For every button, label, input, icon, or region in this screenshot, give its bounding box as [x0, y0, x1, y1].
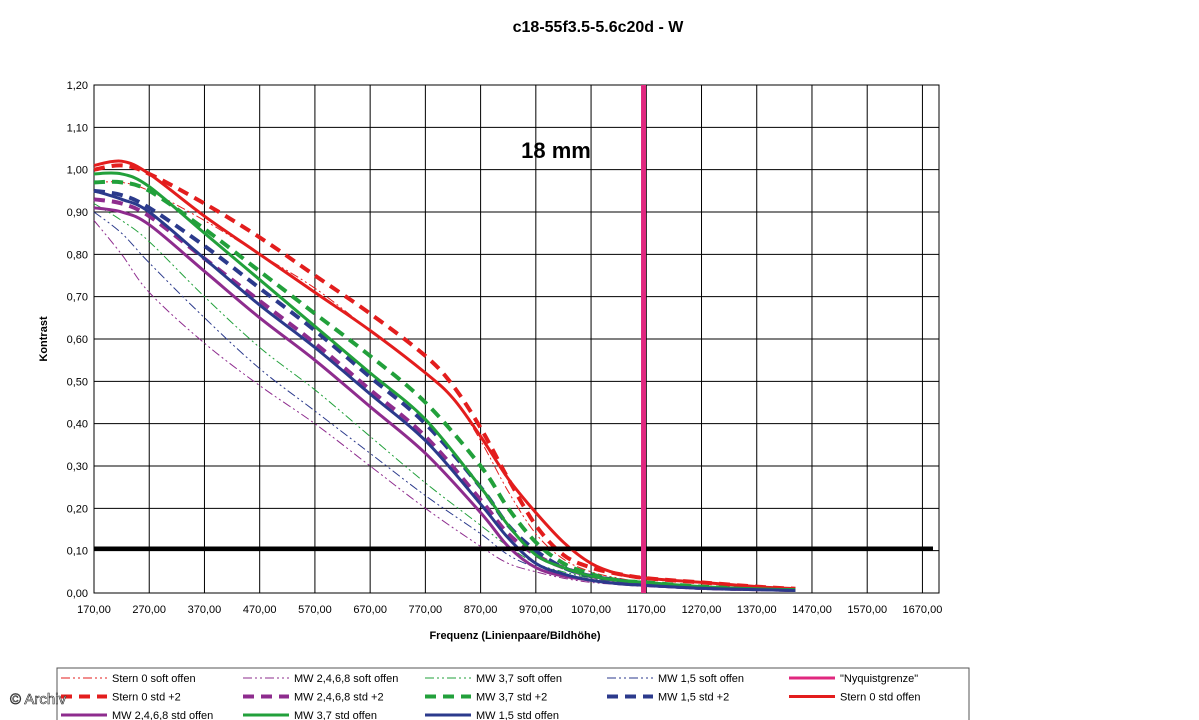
series-line-mw-1-5-std-offen: [93, 189, 796, 592]
x-tick-label: 370,00: [188, 604, 222, 616]
chart-title: c18-55f3.5-5.6c20d - W: [513, 19, 685, 36]
y-tick-label: 1,10: [67, 122, 88, 134]
watermark: © Archiv: [10, 691, 67, 708]
y-tick-label: 0,20: [67, 503, 88, 515]
legend-label-nyquistgrenze: "Nyquistgrenze": [840, 673, 918, 685]
legend-label-mw-2-4-6-8-soft-offen: MW 2,4,6,8 soft offen: [294, 673, 398, 685]
legend-label-stern-0-soft-offen: Stern 0 soft offen: [112, 673, 196, 685]
x-tick-label: 1070,00: [571, 604, 611, 616]
y-tick-label: 0,50: [67, 376, 88, 388]
legend-label-mw-3-7-std-2: MW 3,7 std +2: [476, 692, 547, 704]
legend-label-mw-2-4-6-8-std-offen: MW 2,4,6,8 std offen: [112, 710, 213, 720]
legend-label-stern-0-std-2: Stern 0 std +2: [112, 692, 181, 704]
x-tick-label: 170,00: [77, 604, 111, 616]
y-tick-label: 0,30: [67, 461, 88, 473]
plot-grid: [93, 84, 940, 594]
focal-length-annotation: 18 mm: [521, 138, 591, 163]
y-tick-label: 1,20: [67, 80, 88, 92]
x-tick-label: 1170,00: [627, 604, 666, 616]
y-tick-label: 0,40: [67, 419, 88, 431]
axis-ticks: 170,00 270,00 370,00 470,00 570,00 670,00 770,…: [67, 80, 943, 616]
y-tick-label: 0,60: [67, 334, 88, 346]
x-tick-label: 970,00: [519, 604, 553, 616]
x-tick-label: 670,00: [353, 604, 387, 616]
x-tick-label: 770,00: [409, 604, 443, 616]
x-tick-label: 870,00: [464, 604, 498, 616]
series-line-mw-1-5-soft-offen: [93, 211, 796, 591]
series-line-mw-3-7-std-offen: [93, 171, 796, 592]
legend: Stern 0 soft offen MW 2,4,6,8 soft offen M…: [56, 667, 970, 720]
y-tick-label: 0,00: [67, 588, 88, 600]
x-tick-label: 1470,00: [792, 604, 832, 616]
x-tick-label: 1270,00: [682, 604, 722, 616]
y-tick-label: 0,90: [67, 207, 88, 219]
x-axis-label: Frequenz (Linienpaare/Bildhöhe): [429, 630, 600, 642]
y-tick-label: 1,00: [67, 165, 88, 177]
x-tick-label: 270,00: [132, 604, 166, 616]
x-tick-label: 1670,00: [903, 604, 943, 616]
y-tick-label: 0,80: [67, 249, 88, 261]
x-tick-label: 1370,00: [737, 604, 777, 616]
legend-label-mw-1-5-std-2: MW 1,5 std +2: [658, 692, 729, 704]
y-axis-label: Kontrast: [38, 316, 50, 362]
legend-label-mw-1-5-soft-offen: MW 1,5 soft offen: [658, 673, 744, 685]
series-line-stern-0-std-offen: [93, 159, 796, 591]
legend-label-mw-1-5-std-offen: MW 1,5 std offen: [476, 710, 559, 720]
legend-label-mw-3-7-soft-offen: MW 3,7 soft offen: [476, 673, 562, 685]
legend-label-stern-0-std-offen: Stern 0 std offen: [840, 692, 921, 704]
reference-lines: [94, 85, 933, 593]
x-tick-label: 570,00: [298, 604, 332, 616]
series-line-stern-0-std-2: [93, 163, 796, 591]
y-tick-label: 0,70: [67, 292, 88, 304]
legend-label-mw-2-4-6-8-std-2: MW 2,4,6,8 std +2: [294, 692, 384, 704]
x-tick-label: 1570,00: [847, 604, 887, 616]
x-tick-label: 470,00: [243, 604, 277, 616]
legend-label-mw-3-7-std-offen: MW 3,7 std offen: [294, 710, 377, 720]
y-tick-label: 0,10: [67, 546, 88, 558]
